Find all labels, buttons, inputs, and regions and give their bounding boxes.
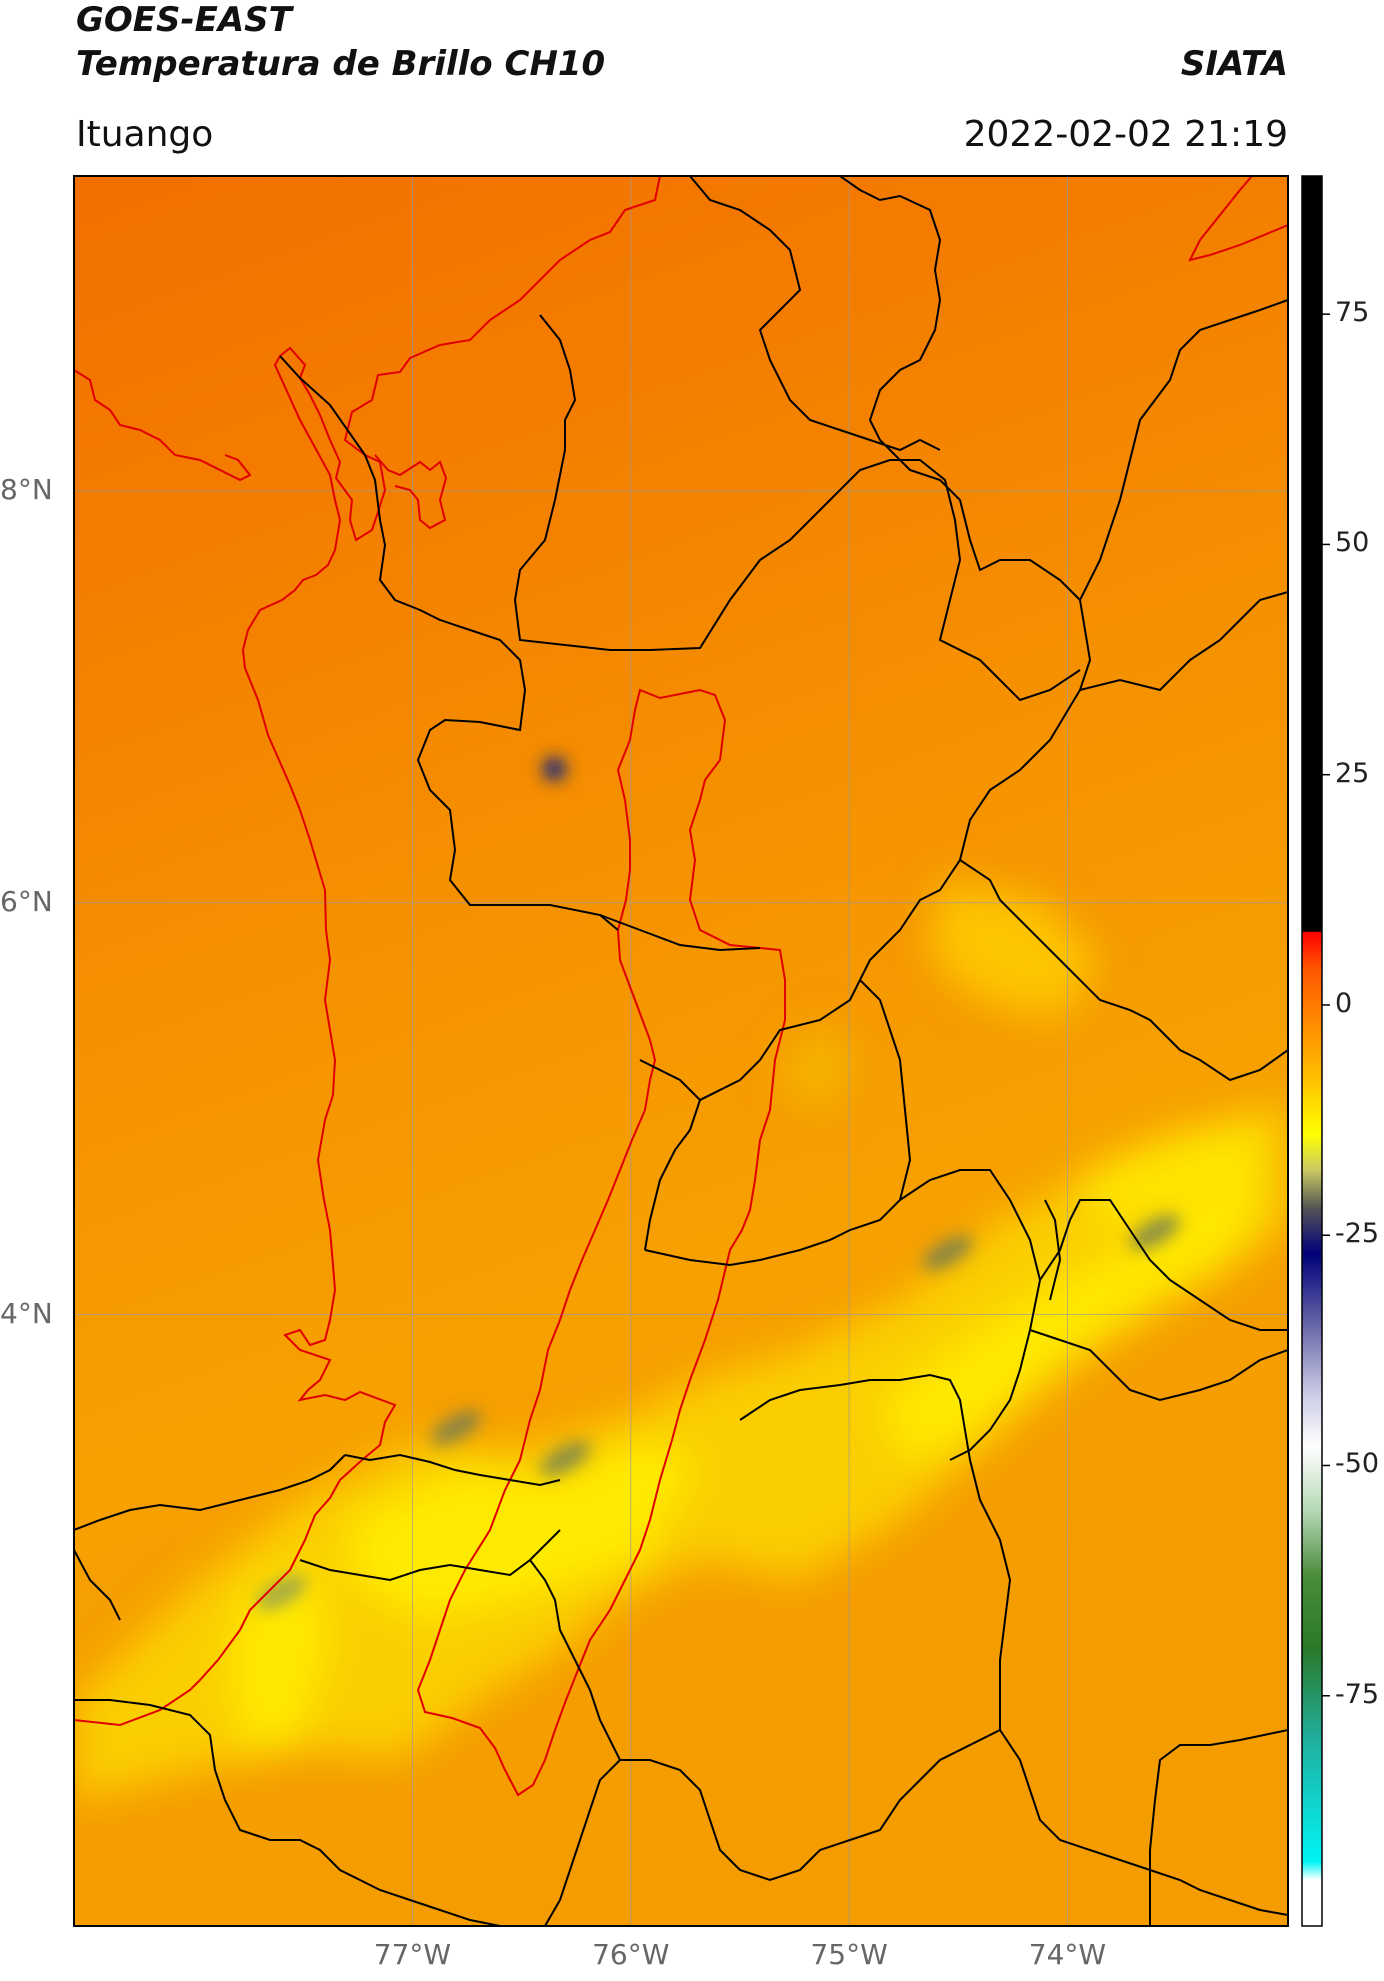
datetime-label: 2022-02-02 21:19: [963, 114, 1288, 155]
colorbar-tick-label: 75: [1335, 297, 1370, 329]
colorbar-tick-label: -50: [1335, 1448, 1380, 1480]
lon-tick-label: 77°W: [373, 1938, 452, 1971]
colorbar-frame: [1301, 175, 1323, 1927]
title-line-1: GOES-EAST: [76, 0, 292, 40]
colorbar-gradient: [1302, 176, 1322, 1926]
lat-tick-label: 8°N: [0, 473, 53, 506]
caribbean-coastline-north: [1188, 176, 1288, 262]
cold-cloud-spot: [922, 1235, 973, 1271]
map-area: [74, 176, 1288, 1926]
colorbar-tick-label: 0: [1335, 987, 1353, 1019]
cold-cloud-spots: [256, 756, 1180, 1610]
title-line-2: Temperatura de Brillo CH10: [76, 44, 606, 84]
convective-core-spot: [542, 756, 567, 781]
cold-cloud-spot: [256, 1575, 307, 1610]
cold-cloud-spot: [540, 1441, 591, 1477]
cold-cloud-spot: [1129, 1214, 1180, 1250]
colorbar-tick-label: -75: [1335, 1678, 1380, 1710]
atrato-delta: [374, 454, 448, 530]
colorbar-tick-label: 25: [1335, 757, 1370, 789]
location-label: Ituango: [76, 114, 214, 155]
colorbar: [1301, 175, 1330, 1927]
colorbar-tick-label: -25: [1335, 1218, 1380, 1250]
lon-tick-label: 76°W: [592, 1938, 670, 1971]
admin-borders: [74, 176, 1288, 1926]
map-frame: [73, 175, 1289, 1927]
cold-cloud-spot: [431, 1410, 482, 1446]
lon-tick-label: 75°W: [810, 1938, 888, 1971]
uraba-gulf-coast: [74, 369, 252, 482]
yellow-field-regions: [74, 880, 1288, 1800]
organization-label: SIATA: [1180, 44, 1288, 84]
lon-tick-label: 74°W: [1028, 1938, 1107, 1971]
lat-tick-label: 4°N: [0, 1296, 53, 1330]
colorbar-tick-label: 50: [1335, 527, 1370, 559]
lat-tick-label: 6°N: [0, 884, 53, 918]
graticule: [74, 176, 1288, 1926]
